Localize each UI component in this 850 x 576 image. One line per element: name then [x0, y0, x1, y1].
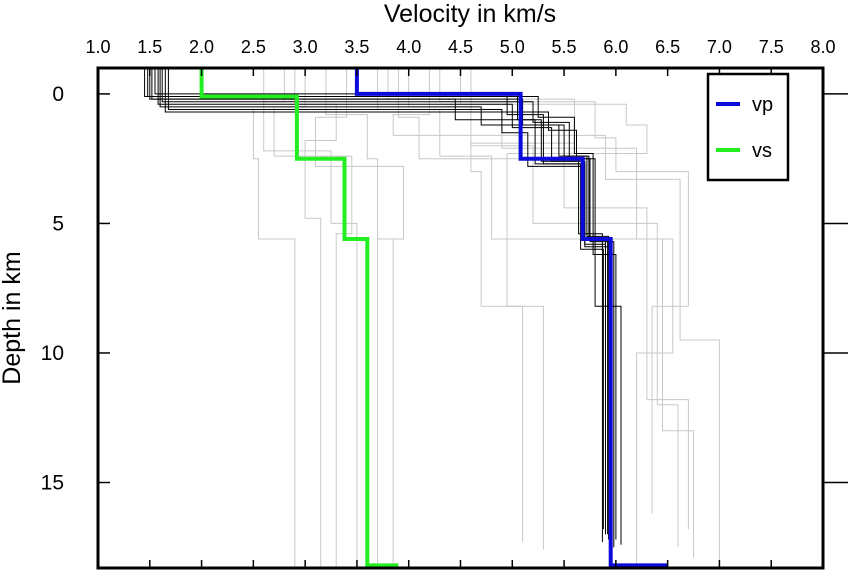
- y-tick-labels: 0 5 10 15: [41, 83, 64, 495]
- axis-ticks: [97, 68, 848, 568]
- grey-model-line: [397, 68, 689, 530]
- x-tick-label: 8.0: [810, 37, 835, 57]
- y-tick-label: 5: [52, 212, 64, 235]
- grey-model-line: [315, 68, 404, 568]
- x-tick-label: 4.0: [396, 37, 421, 57]
- y-tick-label: 10: [41, 342, 64, 365]
- x-tick-label: 2.0: [189, 37, 214, 57]
- x-tick-label: 2.5: [241, 37, 266, 57]
- x-tick-labels: 1.0 1.5 2.0 2.5 3.0 3.5 4.0 4.5 5.0 5.5 6.0 6.5 7.0 7…: [85, 37, 835, 57]
- ensemble-black-models: [144, 68, 622, 548]
- black-model-line: [147, 68, 617, 540]
- grey-model-line: [273, 68, 353, 568]
- x-tick-label: 3.5: [344, 37, 369, 57]
- ensemble-grey-models: [252, 68, 720, 568]
- x-tick-label: 7.0: [707, 37, 732, 57]
- black-model-line: [164, 68, 622, 545]
- x-tick-label: 5.0: [500, 37, 525, 57]
- legend-label-vp: vp: [752, 94, 773, 116]
- x-tick-label: 1.0: [85, 37, 110, 57]
- black-model-line: [151, 68, 613, 537]
- black-model-line: [149, 68, 610, 540]
- grey-model-line: [263, 68, 358, 568]
- grey-model-line: [470, 68, 694, 558]
- y-tick-label: 0: [52, 83, 64, 106]
- black-model-line: [154, 68, 604, 530]
- y-tick-label: 15: [41, 472, 64, 495]
- x-tick-label: 7.5: [759, 37, 784, 57]
- black-model-line: [161, 68, 615, 548]
- series-line-vp: [354, 68, 668, 568]
- grey-model-line: [392, 68, 720, 568]
- black-model-line: [157, 68, 603, 543]
- black-model-line: [159, 68, 606, 535]
- series-lines: [199, 68, 668, 568]
- x-tick-label: 6.5: [655, 37, 680, 57]
- grey-model-line: [460, 68, 648, 550]
- y-axis-label: Depth in km: [0, 251, 26, 384]
- legend-box: [706, 72, 790, 182]
- legend: vp vs: [706, 72, 790, 182]
- x-tick-label: 3.0: [293, 37, 318, 57]
- legend-label-vs: vs: [752, 140, 772, 162]
- grey-model-line: [387, 68, 575, 543]
- series-line-vs: [199, 68, 399, 568]
- x-tick-label: 5.5: [552, 37, 577, 57]
- x-axis-label: Velocity in km/s: [384, 0, 556, 28]
- black-model-line: [144, 68, 606, 535]
- x-tick-label: 6.0: [603, 37, 628, 57]
- x-tick-label: 4.5: [448, 37, 473, 57]
- x-tick-label: 1.5: [137, 37, 162, 57]
